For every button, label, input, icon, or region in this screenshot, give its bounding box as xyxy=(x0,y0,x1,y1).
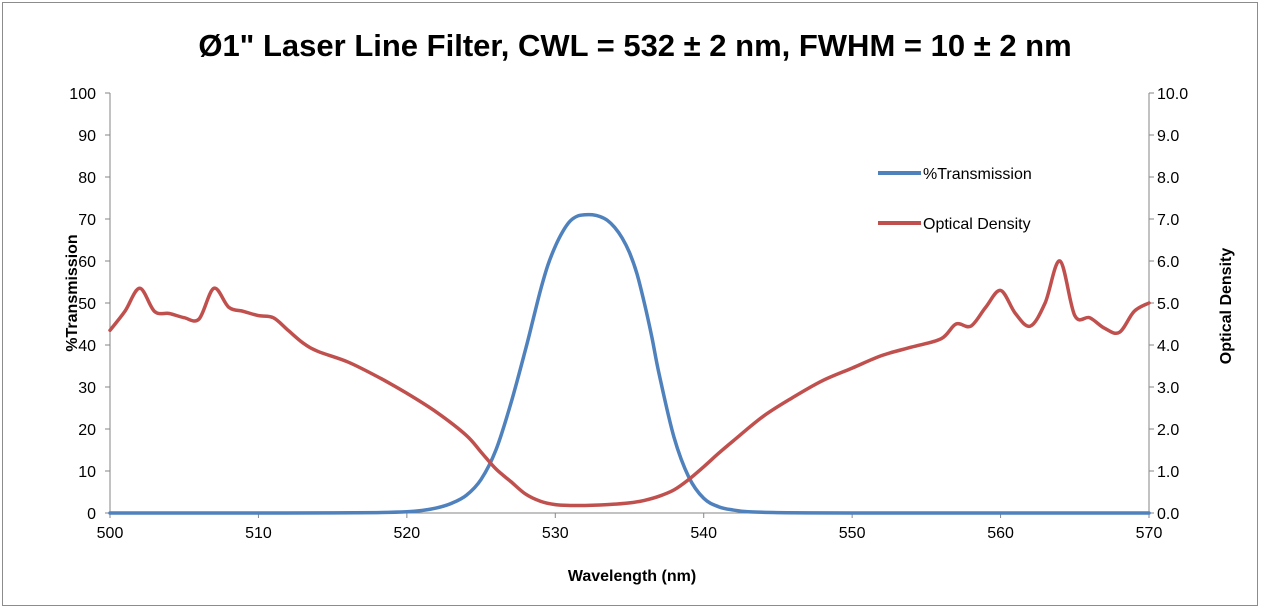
x-tick-label: 510 xyxy=(245,525,272,542)
y-tick-label: 50 xyxy=(78,296,96,313)
y-tick-label: 30 xyxy=(78,380,96,397)
legend-label-optical-density: Optical Density xyxy=(923,216,1031,233)
legend-label-transmission: %Transmission xyxy=(923,166,1032,183)
chart-title: Ø1" Laser Line Filter, CWL = 532 ± 2 nm,… xyxy=(198,28,1071,63)
y2-tick-label: 8.0 xyxy=(1157,170,1179,187)
y-axis-label: %Transmission xyxy=(64,234,81,351)
y2-tick-label: 5.0 xyxy=(1157,296,1179,313)
y-tick-label: 100 xyxy=(69,86,96,103)
y2-tick-label: 4.0 xyxy=(1157,338,1179,355)
y-tick-label: 90 xyxy=(78,128,96,145)
y-tick-label: 40 xyxy=(78,338,96,355)
y2-axis-label: Optical Density xyxy=(1218,248,1235,365)
series-line-optical-density xyxy=(108,259,1151,508)
y-tick-label: 70 xyxy=(78,212,96,229)
y2-tick-label: 9.0 xyxy=(1157,128,1179,145)
tick-labels-group: 500 510 520 530 540 550 560 570 0 10 20 30 40 50 60 70 8… xyxy=(69,86,1188,542)
legend: %Transmission Optical Density xyxy=(878,166,1032,233)
y-tick-label: 60 xyxy=(78,254,96,271)
y2-tick-label: 3.0 xyxy=(1157,380,1179,397)
series-group xyxy=(108,212,1151,515)
y-tick-label: 0 xyxy=(87,506,96,523)
series-line-transmission xyxy=(108,212,1151,515)
y2-tick-label: 7.0 xyxy=(1157,212,1179,229)
x-tick-label: 500 xyxy=(97,525,124,542)
x-tick-label: 570 xyxy=(1136,525,1163,542)
y-tick-label: 80 xyxy=(78,170,96,187)
x-tick-label: 530 xyxy=(542,525,569,542)
y2-tick-label: 1.0 xyxy=(1157,464,1179,481)
y2-tick-label: 10.0 xyxy=(1157,86,1188,103)
y2-tick-label: 0.0 xyxy=(1157,506,1179,523)
x-axis-label: Wavelength (nm) xyxy=(568,568,696,585)
axes-group xyxy=(105,92,1154,518)
x-tick-label: 550 xyxy=(839,525,866,542)
x-tick-label: 540 xyxy=(690,525,717,542)
x-tick-label: 560 xyxy=(987,525,1014,542)
x-tick-label: 520 xyxy=(394,525,421,542)
y2-tick-label: 2.0 xyxy=(1157,422,1179,439)
y-tick-label: 20 xyxy=(78,422,96,439)
chart-svg: Ø1" Laser Line Filter, CWL = 532 ± 2 nm,… xyxy=(64,28,1235,585)
y-tick-label: 10 xyxy=(78,464,96,481)
y2-tick-label: 6.0 xyxy=(1157,254,1179,271)
